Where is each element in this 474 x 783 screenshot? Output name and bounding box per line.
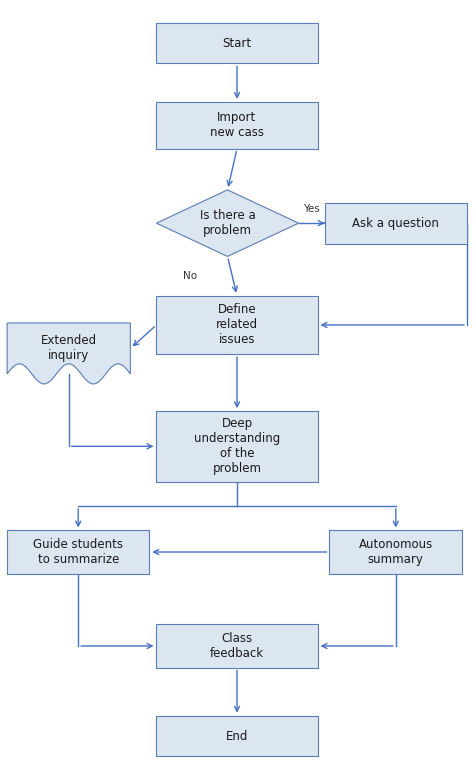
Text: Guide students
to summarize: Guide students to summarize: [33, 538, 123, 566]
Text: End: End: [226, 730, 248, 742]
FancyBboxPatch shape: [156, 625, 318, 667]
FancyBboxPatch shape: [329, 531, 462, 573]
FancyBboxPatch shape: [325, 203, 467, 244]
Text: Deep
understanding
of the
problem: Deep understanding of the problem: [194, 417, 280, 475]
FancyBboxPatch shape: [156, 411, 318, 482]
Text: Is there a
problem: Is there a problem: [200, 209, 255, 237]
Polygon shape: [156, 190, 299, 257]
FancyBboxPatch shape: [156, 23, 318, 63]
FancyBboxPatch shape: [7, 531, 149, 573]
Text: Define
related
issues: Define related issues: [216, 304, 258, 346]
Text: Import
new cass: Import new cass: [210, 111, 264, 139]
FancyBboxPatch shape: [156, 296, 318, 354]
FancyBboxPatch shape: [156, 716, 318, 756]
Text: Extended
inquiry: Extended inquiry: [41, 334, 97, 363]
Text: Yes: Yes: [303, 204, 320, 214]
Text: Start: Start: [222, 37, 252, 49]
FancyBboxPatch shape: [156, 102, 318, 149]
Text: No: No: [182, 271, 197, 281]
Text: Autonomous
summary: Autonomous summary: [359, 538, 433, 566]
Text: Class
feedback: Class feedback: [210, 632, 264, 660]
PathPatch shape: [7, 323, 130, 384]
Text: Ask a question: Ask a question: [352, 217, 439, 229]
